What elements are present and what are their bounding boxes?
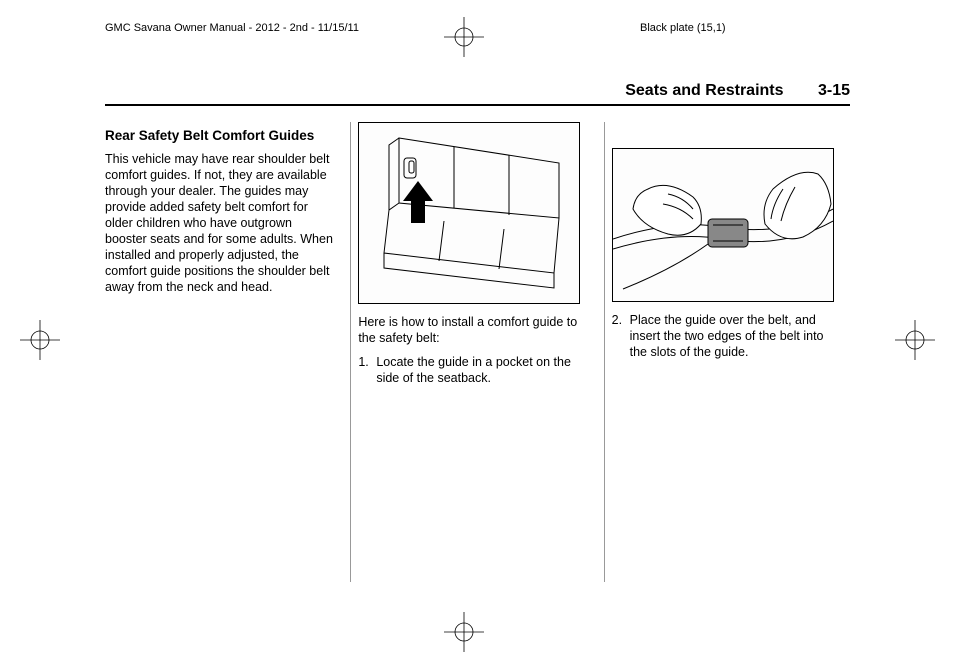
step-1-number: 1.	[358, 354, 376, 386]
step-1: 1. Locate the guide in a pocket on the s…	[358, 354, 586, 386]
step-2-text: Place the guide over the belt, and inser…	[630, 312, 840, 360]
column-separator-2	[604, 122, 605, 582]
step-2-number: 2.	[612, 312, 630, 360]
column-1: Rear Safety Belt Comfort Guides This veh…	[105, 122, 343, 602]
column-3: 2. Place the guide over the belt, and in…	[612, 122, 850, 602]
page-number: 3-15	[818, 82, 850, 99]
col1-heading: Rear Safety Belt Comfort Guides	[105, 128, 333, 145]
figure-seat-pocket	[358, 122, 580, 304]
step-1-text: Locate the guide in a pocket on the side…	[376, 354, 586, 386]
step-2: 2. Place the guide over the belt, and in…	[612, 312, 840, 360]
col1-body: This vehicle may have rear shoulder belt…	[105, 151, 333, 295]
belt-guide-illustration	[613, 149, 833, 301]
column-2: Here is how to install a comfort guide t…	[358, 122, 596, 602]
registration-mark-left	[20, 320, 60, 360]
seat-illustration	[359, 123, 579, 303]
column-separator-1	[350, 122, 351, 582]
registration-mark-right	[895, 320, 935, 360]
section-title: Seats and Restraints	[625, 82, 783, 99]
registration-mark-bottom	[444, 612, 484, 652]
doc-title: GMC Savana Owner Manual - 2012 - 2nd - 1…	[105, 22, 359, 34]
plate-label: Black plate (15,1)	[640, 22, 726, 34]
section-header: Seats and Restraints 3-15	[105, 82, 850, 106]
content-columns: Rear Safety Belt Comfort Guides This veh…	[105, 122, 850, 602]
registration-mark-top	[444, 17, 484, 62]
col2-caption: Here is how to install a comfort guide t…	[358, 314, 586, 346]
figure-guide-over-belt	[612, 148, 834, 302]
print-header: GMC Savana Owner Manual - 2012 - 2nd - 1…	[0, 22, 954, 52]
page-root: GMC Savana Owner Manual - 2012 - 2nd - 1…	[0, 0, 954, 668]
